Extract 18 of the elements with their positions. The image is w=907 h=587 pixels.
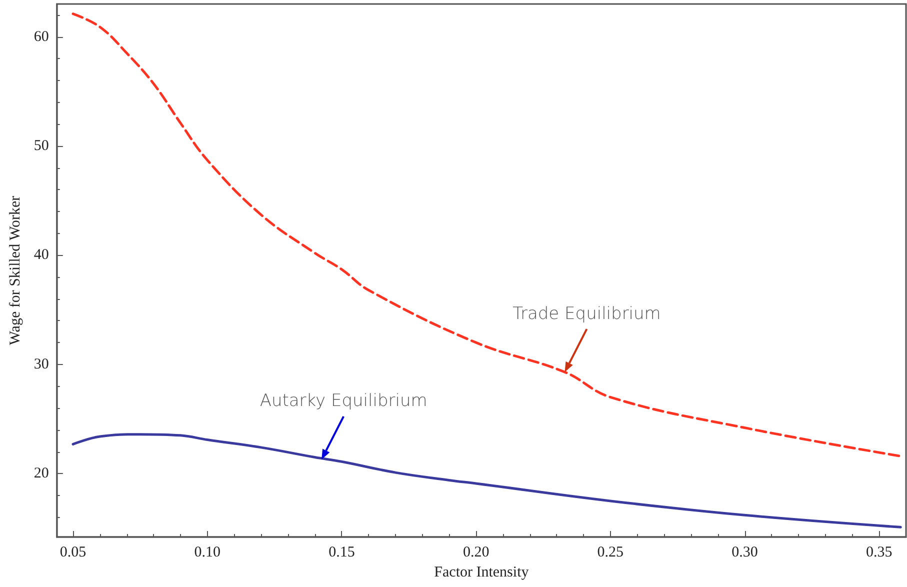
y-axis-title: Wage for Skilled Worker: [8, 196, 24, 346]
x-tick-label: 0.15: [328, 544, 355, 560]
y-tick-label: 50: [34, 138, 49, 154]
x-tick-label: 0.05: [60, 544, 86, 560]
x-tick-label: 0.10: [194, 544, 220, 560]
y-tick-label: 40: [34, 247, 49, 264]
x-tick-label: 0.25: [597, 544, 624, 560]
x-axis-title: Factor Intensity: [434, 564, 530, 580]
y-tick-label: 30: [34, 356, 49, 372]
line-series: [72, 433, 902, 528]
annotation: Autarky Equilibrium: [260, 391, 428, 412]
annotation: Trade Equilibrium: [512, 304, 661, 324]
line-series: [72, 12, 902, 458]
x-tick-label: 0.30: [732, 544, 758, 560]
x-tick-label: 0.20: [462, 544, 490, 560]
y-tick-label: 20: [34, 466, 49, 482]
y-tick-label: 60: [34, 28, 49, 45]
x-tick-label: 0.35: [866, 544, 892, 560]
